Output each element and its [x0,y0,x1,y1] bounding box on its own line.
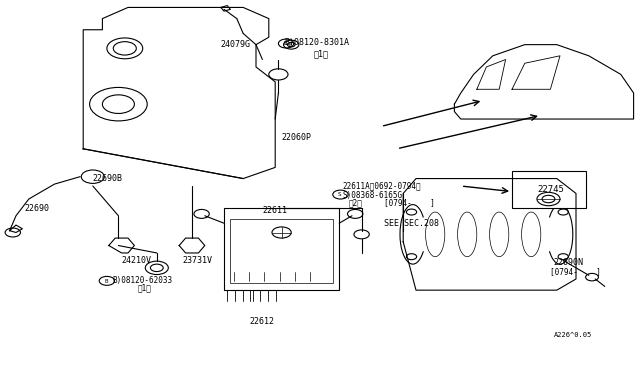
Text: 22690B: 22690B [93,174,123,183]
Text: B: B [284,41,287,46]
Text: 22612: 22612 [250,317,275,326]
Text: S: S [338,192,342,198]
Text: 23731V: 23731V [182,256,212,265]
Text: B: B [288,42,292,48]
Text: 24210V: 24210V [122,256,152,265]
Text: 22611: 22611 [262,206,287,215]
FancyBboxPatch shape [512,171,586,208]
Text: （2）: （2） [349,198,363,207]
Text: [0794-    ]: [0794- ] [550,267,601,276]
Text: [0794-    ]: [0794- ] [384,198,435,207]
Text: 24079G: 24079G [221,40,251,49]
Text: 22690N: 22690N [554,258,584,267]
Text: SEE SEC.208: SEE SEC.208 [384,219,439,228]
Text: （1）: （1） [138,284,152,293]
Text: 22690: 22690 [24,204,49,213]
Text: 22745: 22745 [538,185,564,194]
Text: 22611A）0692-0794）: 22611A）0692-0794） [342,182,421,190]
Text: （1）: （1） [314,49,328,58]
Text: A226^0.05: A226^0.05 [554,332,592,338]
Text: S)08368-6165G: S)08368-6165G [342,191,403,200]
Text: 22060P: 22060P [282,133,312,142]
FancyBboxPatch shape [224,208,339,290]
Text: B)08120-8301A: B)08120-8301A [285,38,350,47]
Text: B)08120-62033: B)08120-62033 [112,276,172,285]
Text: B: B [105,279,108,284]
Bar [230,219,333,283]
